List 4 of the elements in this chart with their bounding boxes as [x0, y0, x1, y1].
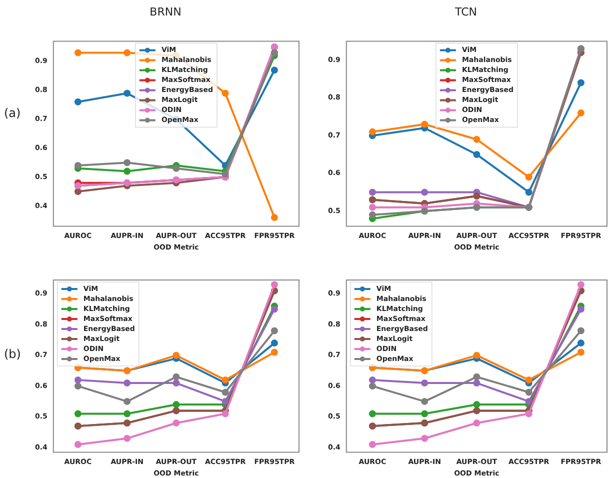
text: (b) — [4, 346, 21, 361]
chart-title: TCN — [454, 5, 477, 18]
chart-title: BRNN — [150, 5, 182, 18]
text: (a) — [4, 106, 21, 120]
